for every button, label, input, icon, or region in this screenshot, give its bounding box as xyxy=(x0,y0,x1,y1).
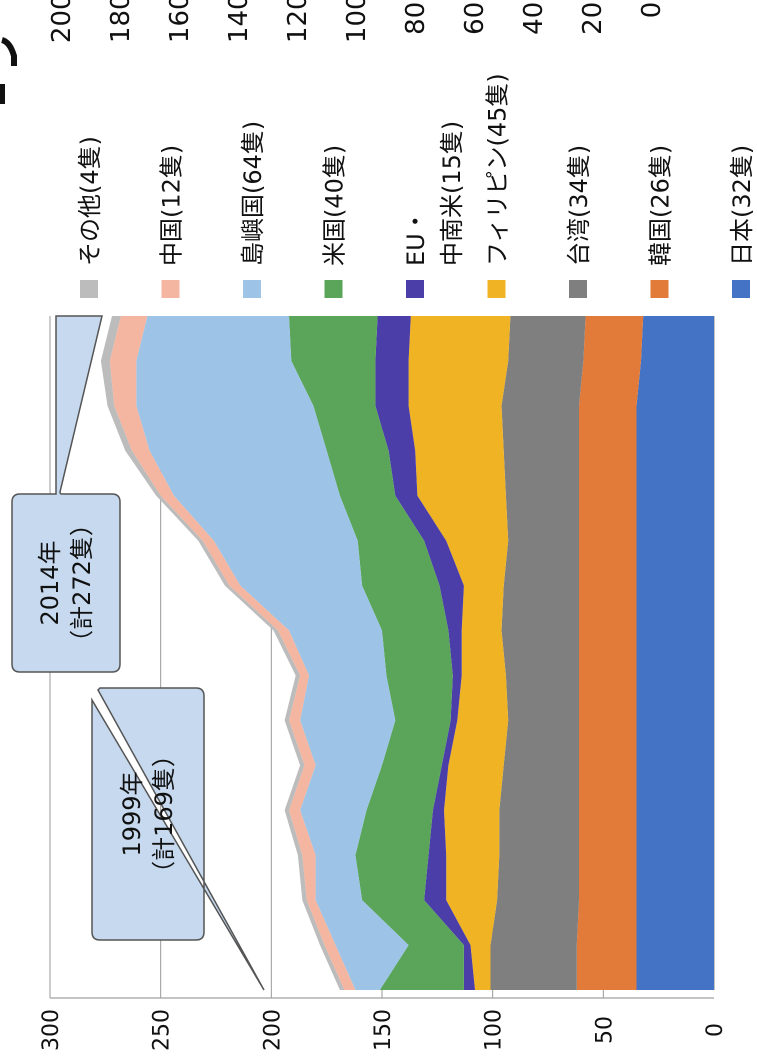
area-series-4 xyxy=(375,316,475,990)
y-tick-label-250: 250 xyxy=(150,1009,175,1051)
legend-swatch-6 xyxy=(569,280,587,298)
legend-label-4: EU・ xyxy=(402,209,430,266)
annotation-1999: 1999年 （計169隻） xyxy=(91,687,265,991)
legend-label-0: その他(4隻) xyxy=(76,136,104,266)
legend-swatch-0 xyxy=(80,280,98,298)
bracket-fragment xyxy=(0,37,17,104)
legend-label-8: 日本(32隻) xyxy=(728,145,756,266)
secondary-tick-label-1600: 1600 xyxy=(165,0,195,43)
area-series-2 xyxy=(490,316,586,990)
annotation-1999-line1: 1999年 xyxy=(118,771,146,856)
legend-label-2: 島嶼国(64隻) xyxy=(239,121,267,266)
area-series-6 xyxy=(136,316,409,990)
area-series-5 xyxy=(289,316,464,990)
area-series-3 xyxy=(408,316,511,990)
area-series-0 xyxy=(636,316,714,990)
secondary-axis-ticks: 2000 1800 1600 1400 1200 1000 800 600 400 200 0 xyxy=(47,0,667,43)
y-tick-label-300: 300 xyxy=(39,1009,64,1051)
area-series-7 xyxy=(109,316,356,990)
y-tick-label-0: 0 xyxy=(703,1023,728,1037)
legend-swatch-1 xyxy=(161,280,180,298)
area-series-1 xyxy=(576,316,644,990)
secondary-tick-label-2000: 2000 xyxy=(47,0,77,43)
secondary-tick-label-1800: 1800 xyxy=(106,0,136,43)
secondary-tick-label-800: 800 xyxy=(401,0,431,35)
secondary-tick-label-400: 400 xyxy=(519,0,549,35)
legend-swatch-8 xyxy=(732,280,750,298)
legend-label-3: 米国(40隻) xyxy=(321,145,349,266)
y-axis-ticks: 0 50 100 150 200 250 300 xyxy=(39,1009,728,1051)
secondary-tick-label-0: 0 xyxy=(637,2,667,19)
y-tick-label-100: 100 xyxy=(482,1009,507,1051)
legend-swatch-3 xyxy=(324,280,343,298)
legend-swatch-2 xyxy=(243,280,261,298)
plot-area xyxy=(49,316,715,999)
secondary-tick-label-1000: 1000 xyxy=(342,0,372,43)
legend-swatch-7 xyxy=(650,280,669,298)
secondary-tick-label-600: 600 xyxy=(460,0,490,35)
legend-label-1: 中国(12隻) xyxy=(158,145,186,266)
legend-label-5: フィリピン(45隻) xyxy=(484,73,512,266)
y-tick-label-200: 200 xyxy=(260,1009,285,1051)
annotation-2014-line2: （計272隻） xyxy=(68,512,96,654)
annotation-2014: 2014年 （計272隻） xyxy=(11,315,121,673)
legend-swatch-5 xyxy=(487,280,506,298)
legend: その他(4隻) 中国(12隻) 島嶼国(64隻) 米国(40隻) EU・ 中南米(15隻)… xyxy=(76,73,756,298)
annotation-2014-line1: 2014年 xyxy=(36,540,64,625)
y-tick-label-150: 150 xyxy=(371,1009,396,1051)
annotation-1999-line2: （計169隻） xyxy=(150,743,178,885)
secondary-tick-label-1200: 1200 xyxy=(283,0,313,43)
legend-label-6: 台湾(34隻) xyxy=(565,145,593,266)
y-tick-label-50: 50 xyxy=(592,1016,617,1044)
secondary-tick-label-200: 200 xyxy=(578,0,608,35)
legend-swatch-4 xyxy=(406,280,424,298)
legend-label-7: 韓国(26隻) xyxy=(647,145,675,266)
secondary-tick-label-1400: 1400 xyxy=(224,0,254,43)
legend-label-4-cont: 中南米(15隻) xyxy=(438,121,466,266)
